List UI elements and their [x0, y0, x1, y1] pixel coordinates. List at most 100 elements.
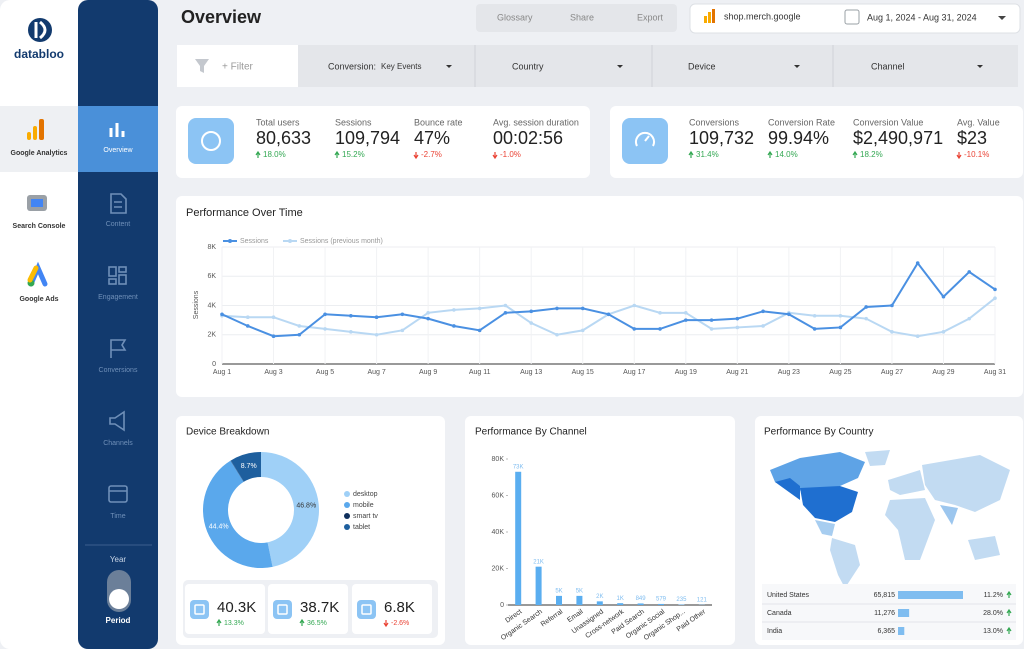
kpi-change: 14.0%	[775, 150, 798, 159]
filter-dropdown[interactable]: Country	[512, 61, 544, 71]
bar	[536, 567, 542, 605]
header-button[interactable]: Glossary	[497, 12, 533, 22]
point	[916, 261, 920, 265]
point	[736, 317, 740, 321]
slice-label: 46.8%	[296, 502, 316, 509]
header-button[interactable]: Share	[570, 12, 594, 22]
x-tick-label: Aug 31	[984, 369, 1006, 376]
nav-link[interactable]: Engagement	[98, 294, 138, 301]
bar-value-label: 1K	[617, 596, 624, 602]
logo	[28, 18, 52, 42]
date-range[interactable]: Aug 1, 2024 - Aug 31, 2024	[867, 12, 977, 22]
bar-value-label: 849	[636, 596, 647, 602]
country-change: 13.0%	[983, 628, 1003, 635]
kpi-change: -2.7%	[421, 150, 442, 159]
nav-link[interactable]: Conversions	[99, 367, 138, 374]
y-tick-label: 20K	[492, 565, 505, 572]
bar	[556, 596, 562, 605]
bar	[597, 601, 603, 605]
filter-add[interactable]: + Filter	[222, 62, 254, 73]
country-bar	[898, 591, 963, 599]
source-link[interactable]: Google Ads	[19, 296, 58, 303]
filter-label: Conversion:	[328, 61, 376, 71]
kpi-change: -10.1%	[964, 150, 989, 159]
kpi-change: 15.2%	[342, 150, 365, 159]
nav-link[interactable]: Time	[110, 513, 125, 520]
ga-icon	[39, 119, 44, 140]
country-name: India	[767, 628, 782, 635]
device-kpi-value: 40.3K	[217, 599, 256, 616]
kpi-label: Avg. session duration	[493, 117, 579, 127]
point	[710, 318, 714, 322]
sc-icon	[31, 199, 43, 207]
point	[504, 311, 508, 315]
point	[298, 333, 302, 337]
toggle-knob[interactable]	[109, 589, 129, 609]
bar-value-label: 73K	[513, 464, 524, 470]
ga-icon	[33, 126, 37, 140]
x-tick-label: Aug 25	[829, 369, 851, 376]
country-change: 28.0%	[983, 610, 1003, 617]
point	[478, 329, 482, 333]
filter-dropdown[interactable]: Device	[688, 61, 716, 71]
header-button[interactable]: Export	[637, 12, 664, 22]
bar-value-label: 21K	[533, 559, 544, 565]
device-kpi-change: -2.6%	[391, 620, 409, 627]
legend-label: tablet	[353, 524, 370, 531]
kpi-change: 18.2%	[860, 150, 883, 159]
y-tick-label: 0	[500, 602, 504, 609]
kpi-change: -1.0%	[500, 150, 521, 159]
kpi-label: Conversion Rate	[768, 117, 835, 127]
bar	[576, 596, 582, 605]
legend-swatch	[344, 491, 350, 497]
country-bar	[898, 609, 909, 617]
point	[375, 315, 379, 319]
point	[323, 327, 327, 331]
point	[607, 312, 611, 316]
source-active	[0, 106, 78, 172]
country-value: 6,365	[877, 628, 895, 635]
point	[401, 329, 405, 333]
nav-link[interactable]: Channels	[103, 440, 133, 447]
y-tick-label: 4K	[207, 302, 216, 309]
bar	[658, 604, 664, 605]
kpi-value: 47%	[414, 128, 450, 148]
point	[839, 326, 843, 330]
point	[761, 324, 765, 328]
country-name: United States	[767, 592, 810, 599]
point	[529, 321, 533, 325]
kpi-value: 109,794	[335, 128, 400, 148]
point	[993, 296, 997, 300]
bar-value-label: 5K	[576, 588, 583, 594]
kpi-value: 99.94%	[768, 128, 829, 148]
x-tick-label: Aug 15	[572, 369, 594, 376]
source-link[interactable]: Google Analytics	[11, 150, 68, 157]
x-tick-label: Aug 9	[419, 369, 437, 376]
point	[452, 324, 456, 328]
device-kpi-value: 6.8K	[384, 599, 415, 616]
point	[452, 308, 456, 312]
point	[349, 330, 353, 334]
point	[916, 334, 920, 338]
nav-link[interactable]: Overview	[103, 147, 133, 154]
point	[581, 329, 585, 333]
kpi-label: Avg. Value	[957, 117, 1000, 127]
nav-active	[78, 106, 158, 172]
x-tick-label: Aug 11	[469, 369, 491, 376]
point	[993, 288, 997, 292]
point	[323, 312, 327, 316]
ga-icon	[712, 9, 715, 23]
source-link[interactable]: Search Console	[13, 223, 66, 230]
kpi-change: 18.0%	[263, 150, 286, 159]
point	[272, 315, 276, 319]
filter-value: Key Events	[381, 62, 421, 71]
filter-dropdown[interactable]: Channel	[871, 61, 905, 71]
ga-icon	[27, 132, 31, 140]
toggle-label: Period	[106, 616, 131, 625]
slice-label: 8.7%	[241, 463, 257, 470]
point	[426, 317, 430, 321]
device-icon	[357, 600, 376, 619]
nav-link[interactable]: Content	[106, 221, 131, 228]
